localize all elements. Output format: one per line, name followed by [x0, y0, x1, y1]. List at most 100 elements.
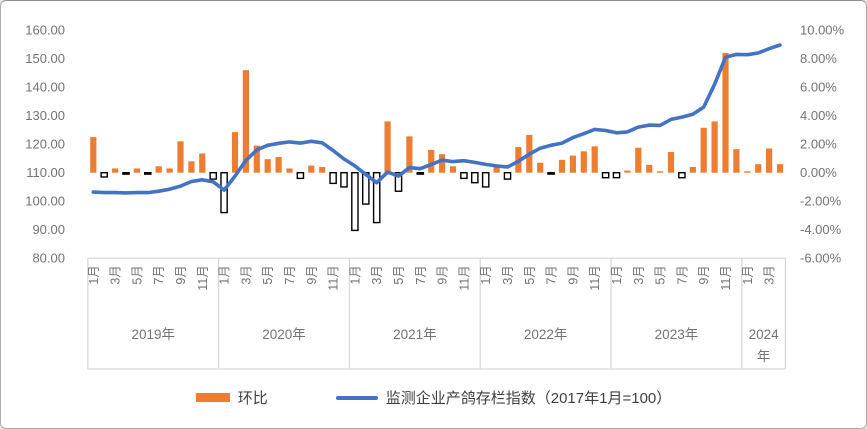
mom-change-bar [547, 171, 555, 175]
chart-legend: 环比 监测企业产鸽存栏指数（2017年1月=100） [1, 387, 866, 408]
legend-bar-label: 环比 [237, 390, 268, 407]
mom-change-bar [242, 70, 249, 173]
right-axis-tick-label: 4.00% [800, 108, 837, 123]
mom-change-bar [155, 166, 162, 173]
month-tick-label: 3月 [632, 265, 646, 284]
month-tick-label: 9月 [566, 265, 580, 284]
left-axis-tick-label: 80.00 [32, 251, 65, 266]
legend-line-label: 监测企业产鸽存栏指数（2017年1月=100） [385, 390, 672, 407]
month-tick-label: 9月 [305, 265, 319, 284]
year-group-label: 2020年 [262, 327, 306, 342]
year-group-label: 年 [757, 349, 771, 364]
mom-change-bar [537, 162, 544, 173]
mom-change-bar [253, 145, 260, 173]
mom-change-bar [100, 171, 108, 178]
mom-change-bar [755, 164, 762, 173]
mom-change-bar [416, 171, 425, 175]
mom-change-bar [558, 159, 566, 173]
mom-change-bar [231, 132, 239, 173]
month-tick-label: 11月 [719, 265, 733, 290]
mom-change-bar [657, 171, 664, 173]
mom-change-bar [286, 168, 293, 173]
right-axis-tick-label: 2.00% [800, 137, 837, 152]
month-tick-label: 7月 [283, 265, 297, 284]
right-axis-tick-label: 6.00% [800, 80, 837, 95]
mom-change-bar [646, 164, 653, 173]
legend-item-bar-series: 环比 [195, 387, 268, 408]
month-tick-label: 9月 [697, 265, 711, 284]
mom-change-bar [678, 171, 686, 179]
mom-change-bar [612, 171, 621, 179]
mom-change-bar [460, 171, 468, 180]
mom-change-bar [635, 147, 642, 173]
mom-change-bar [275, 157, 282, 173]
mom-change-bar [601, 171, 610, 179]
mom-change-bar [439, 154, 446, 173]
left-axis-tick-label: 140.00 [25, 80, 65, 95]
right-axis-tick-label: -2.00% [800, 194, 842, 209]
mom-change-bar [580, 151, 587, 173]
mom-change-bar [776, 164, 784, 173]
mom-change-bar [503, 171, 512, 180]
mom-change-bar [766, 148, 773, 173]
right-axis-tick-label: 10.00% [800, 23, 845, 38]
bar-series-swatch-icon [195, 393, 230, 402]
month-tick-label: 7月 [675, 265, 689, 284]
mom-change-bar [624, 170, 631, 173]
left-axis-tick-label: 120.00 [25, 137, 65, 152]
mom-change-bar [733, 149, 740, 173]
mom-change-bar [471, 171, 479, 184]
mom-change-bar [700, 127, 707, 173]
month-tick-label: 9月 [436, 265, 450, 284]
month-tick-label: 7月 [545, 265, 559, 284]
mom-change-bar [90, 137, 97, 173]
mom-change-bar [449, 166, 457, 173]
right-axis-tick-label: -6.00% [800, 251, 842, 266]
year-group-label: 2023年 [655, 327, 699, 342]
line-series-swatch-icon [335, 395, 378, 400]
mom-change-bar [199, 153, 206, 173]
mom-change-bar [264, 159, 271, 173]
mom-change-bar [493, 165, 500, 173]
mom-change-bar [372, 171, 381, 224]
mom-change-bar [689, 167, 696, 173]
month-tick-label: 11月 [588, 265, 602, 290]
mom-change-bar [569, 155, 576, 173]
mom-change-bar [340, 171, 348, 188]
mom-change-bar [384, 121, 391, 173]
mom-change-bar [329, 171, 337, 185]
mom-change-bar [351, 171, 359, 232]
month-tick-label: 1月 [348, 265, 362, 284]
month-tick-label: 9月 [174, 265, 188, 284]
mom-change-bar [744, 171, 751, 173]
mom-change-bar [319, 167, 326, 173]
mom-change-bar [428, 149, 435, 173]
month-tick-label: 1月 [87, 265, 101, 284]
year-group-label: 2019年 [131, 327, 175, 342]
right-axis-tick-label: 8.00% [800, 51, 837, 66]
left-axis-tick-label: 90.00 [32, 222, 65, 237]
mom-change-bar [188, 161, 195, 173]
mom-change-bar [308, 165, 315, 173]
mom-change-bar [406, 136, 413, 173]
mom-change-bar [394, 171, 403, 192]
month-tick-label: 3月 [763, 265, 777, 284]
mom-change-bar [112, 168, 119, 173]
month-tick-label: 1月 [479, 265, 493, 284]
mom-change-bar [722, 53, 729, 173]
stock-index-line [91, 43, 782, 195]
mom-change-bar [591, 146, 598, 173]
year-group-label: 2022年 [524, 327, 568, 342]
mom-change-bar [166, 168, 173, 173]
left-axis-tick-label: 160.00 [25, 23, 65, 38]
mom-change-bar [177, 141, 184, 173]
mom-change-bar [220, 171, 228, 214]
year-group-label: 2021年 [393, 327, 437, 342]
month-tick-label: 5月 [261, 265, 275, 284]
month-tick-label: 3月 [501, 265, 515, 284]
legend-item-line-series: 监测企业产鸽存栏指数（2017年1月=100） [335, 387, 672, 408]
month-tick-label: 3月 [239, 265, 253, 284]
month-tick-label: 5月 [523, 265, 537, 284]
